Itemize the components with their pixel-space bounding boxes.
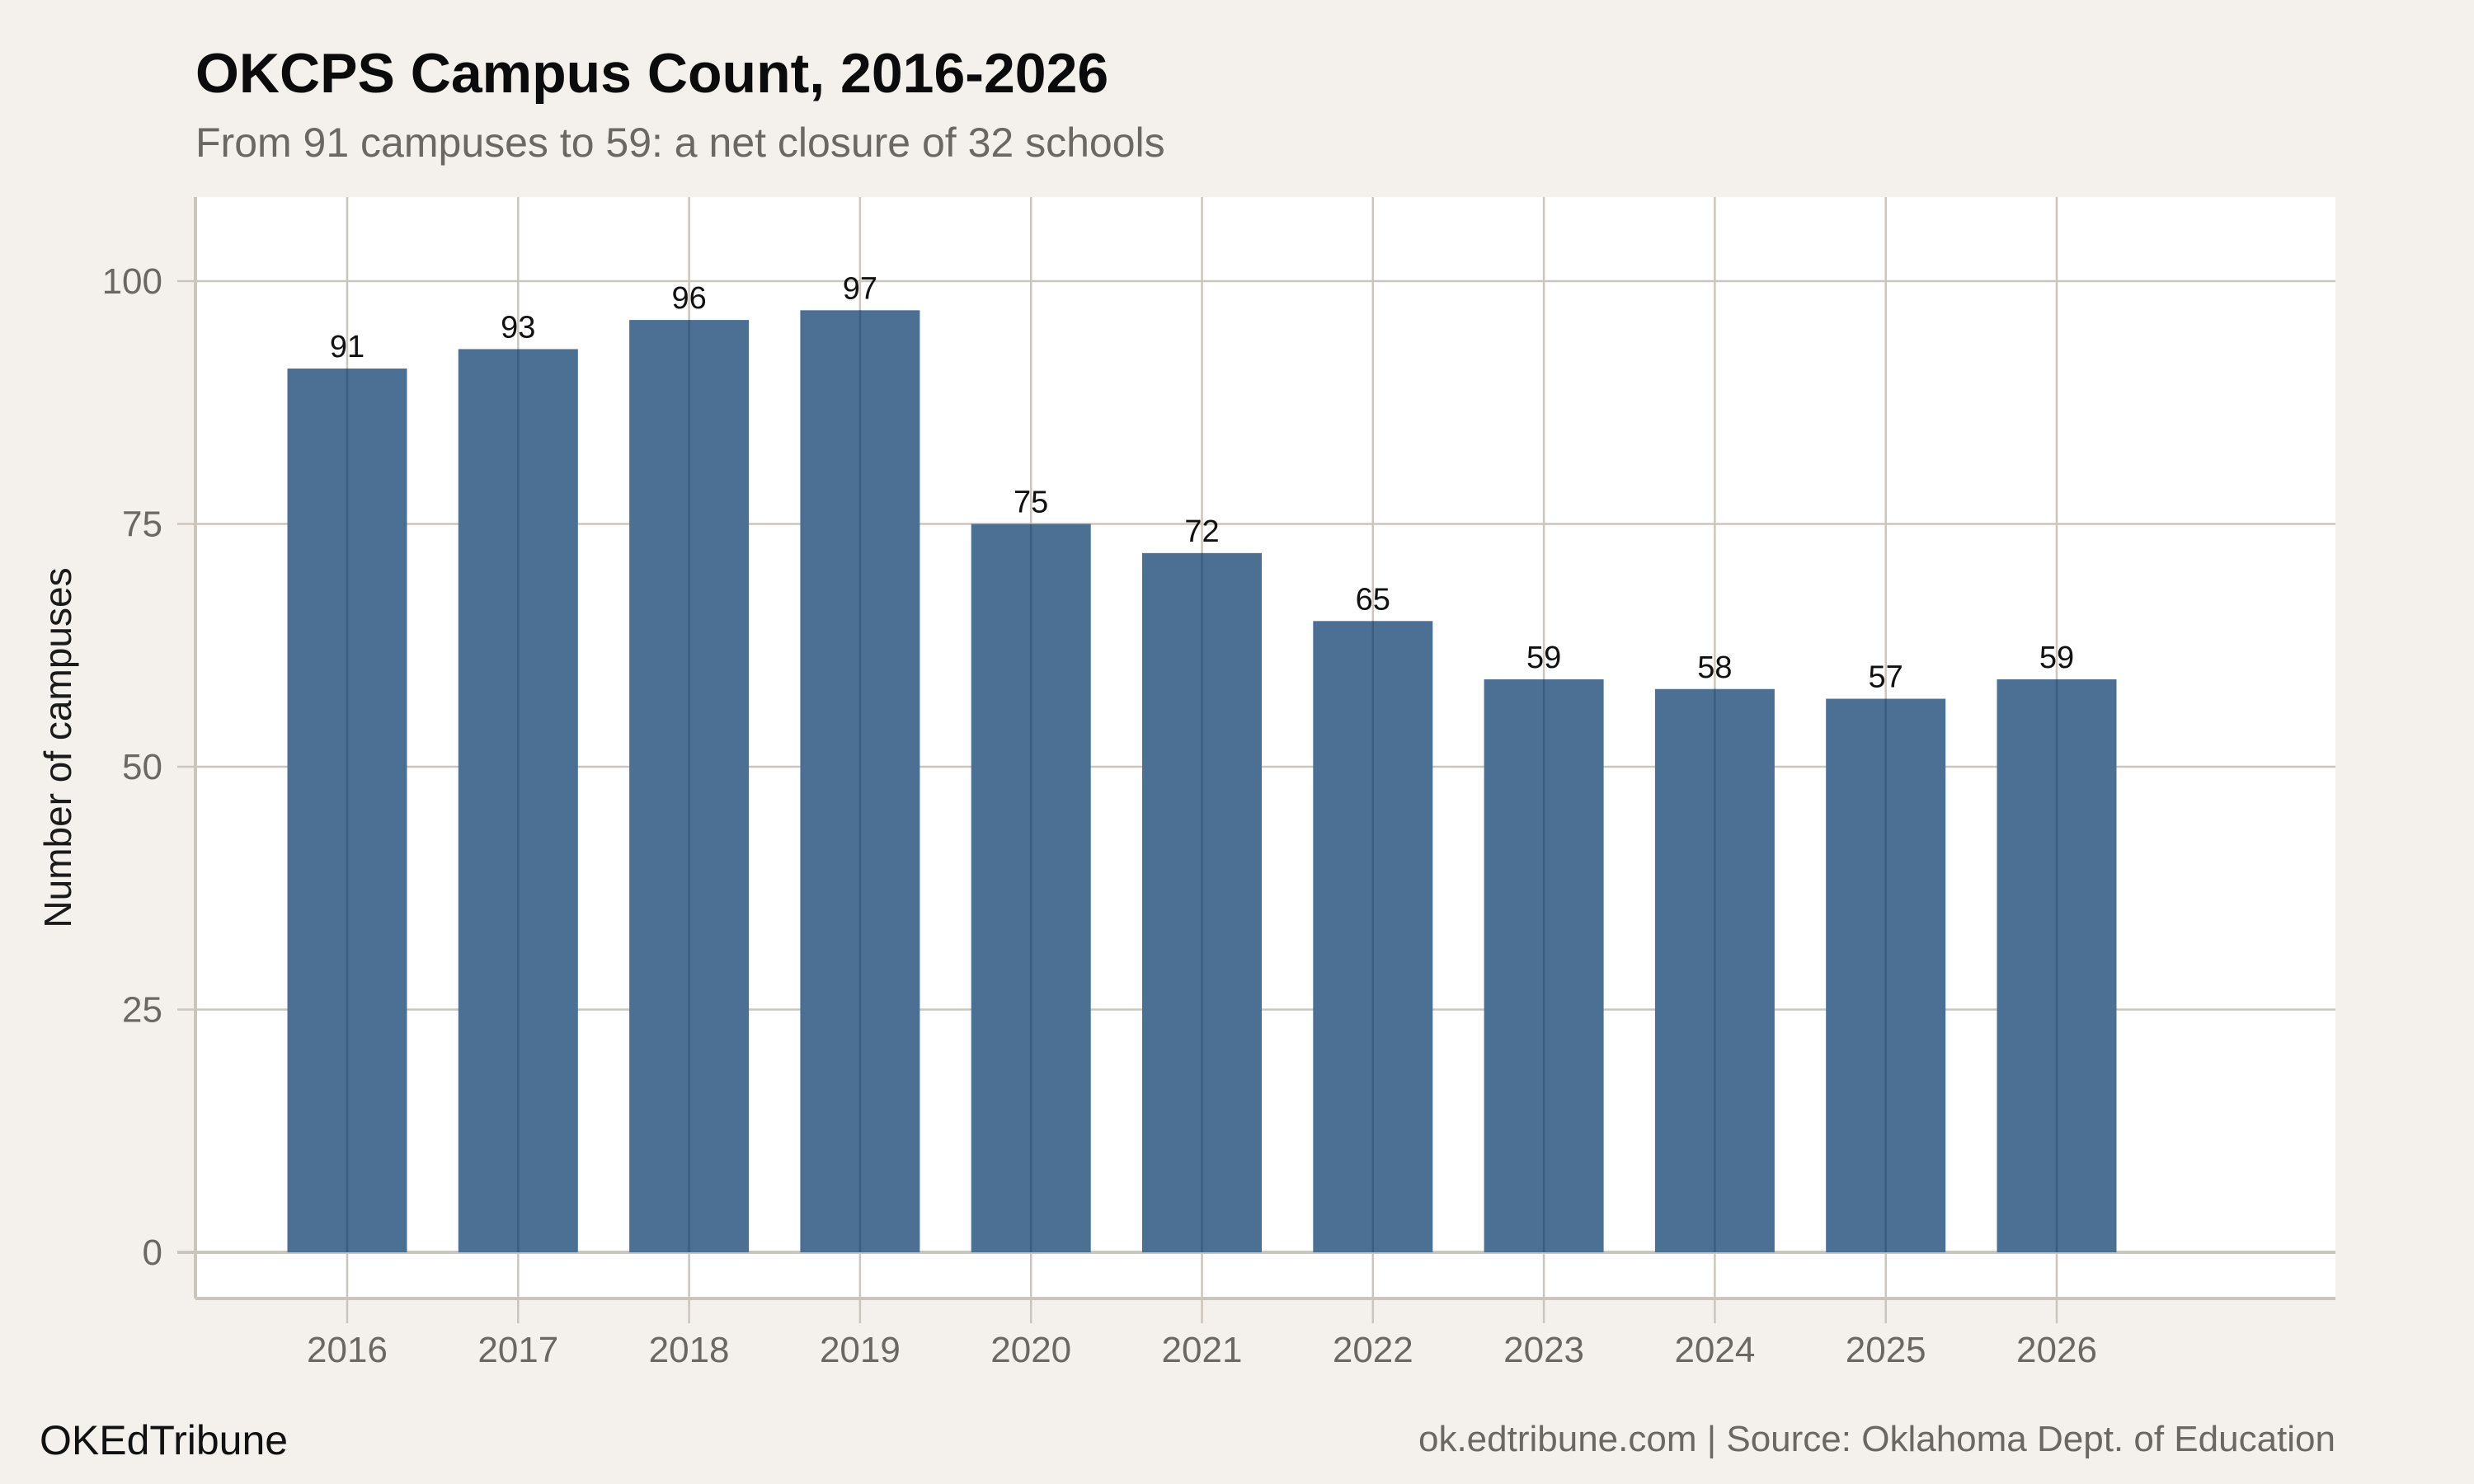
vertical-gridlines-overlay xyxy=(346,310,2058,1252)
data-labels: 91 93 96 97 75 72 65 59 58 57 59 xyxy=(330,271,2074,694)
data-label: 91 xyxy=(330,330,365,364)
data-label: 93 xyxy=(501,310,535,345)
x-tick-label: 2018 xyxy=(649,1330,730,1370)
axes: 0 25 50 75 100 2016 2017 2018 2019 2020 2021 2022 20… xyxy=(102,197,2335,1370)
y-tick-label: 100 xyxy=(102,261,162,302)
x-tick-label: 2023 xyxy=(1503,1330,1584,1370)
data-label: 57 xyxy=(1869,660,1903,695)
data-label: 72 xyxy=(1184,514,1219,549)
brand-logo-text: OKEdTribune xyxy=(40,1417,288,1463)
x-tick-label: 2024 xyxy=(1674,1330,1755,1370)
y-tick-label: 25 xyxy=(122,990,162,1031)
data-label: 97 xyxy=(843,271,877,306)
y-axis-label: Number of campuses xyxy=(36,567,79,928)
chart-subtitle: From 91 campuses to 59: a net closure of… xyxy=(195,120,1165,166)
data-label: 59 xyxy=(1526,641,1561,675)
y-tick-label: 75 xyxy=(122,505,162,545)
data-label: 96 xyxy=(671,281,706,316)
y-tick-label: 50 xyxy=(122,747,162,787)
data-label: 59 xyxy=(2039,641,2074,675)
data-label: 75 xyxy=(1014,486,1048,520)
data-label: 65 xyxy=(1356,582,1390,617)
x-tick-label: 2019 xyxy=(820,1330,901,1370)
x-tick-label: 2021 xyxy=(1162,1330,1243,1370)
chart-title: OKCPS Campus Count, 2016-2026 xyxy=(195,42,1108,105)
x-tick-label: 2020 xyxy=(990,1330,1071,1370)
x-tick-label: 2026 xyxy=(2016,1330,2097,1370)
y-tick-label: 0 xyxy=(143,1233,162,1273)
source-caption: ok.edtribune.com | Source: Oklahoma Dept… xyxy=(1418,1419,2335,1459)
x-tick-label: 2016 xyxy=(307,1330,388,1370)
x-tick-label: 2025 xyxy=(1846,1330,1926,1370)
data-label: 58 xyxy=(1697,650,1732,685)
x-tick-label: 2017 xyxy=(477,1330,558,1370)
x-tick-label: 2022 xyxy=(1333,1330,1413,1370)
